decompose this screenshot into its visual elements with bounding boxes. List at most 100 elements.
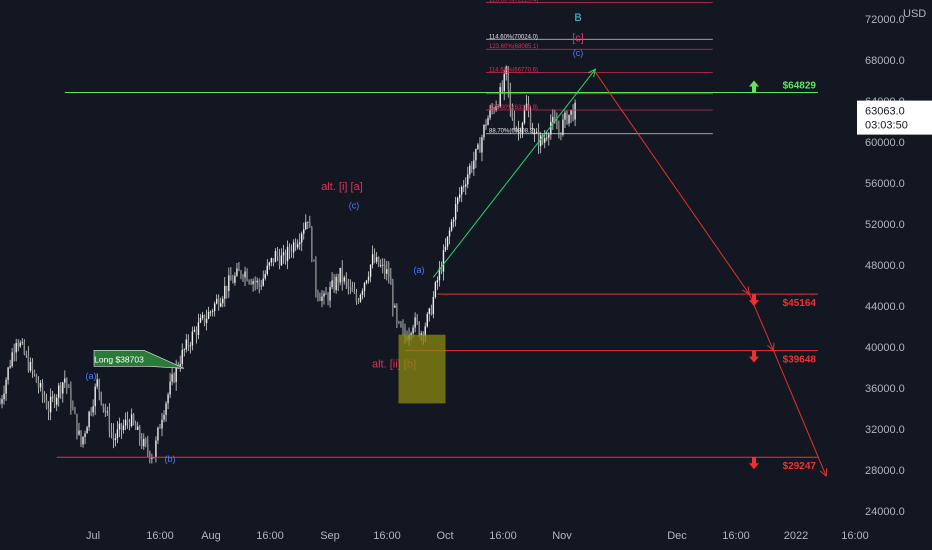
price-candle xyxy=(505,66,507,75)
price-candle xyxy=(189,345,192,347)
wave-label: B xyxy=(574,12,581,24)
price-candle xyxy=(288,246,291,252)
price-candle xyxy=(386,269,388,274)
time-tick-label: 16:00 xyxy=(256,530,284,542)
price-candle xyxy=(410,333,412,336)
price-candle xyxy=(373,254,376,262)
price-candle xyxy=(467,174,469,185)
price-candle xyxy=(333,280,335,291)
price-candle xyxy=(151,457,153,459)
price-candle xyxy=(369,264,372,277)
price-candle xyxy=(503,74,505,92)
time-tick-label: Nov xyxy=(552,530,572,542)
price-candle xyxy=(53,396,56,405)
price-candle xyxy=(197,322,200,335)
level-price-label: $29247 xyxy=(783,461,817,472)
price-candle xyxy=(309,221,311,228)
price-candle xyxy=(377,256,380,266)
last-price-badge[interactable] xyxy=(857,100,932,135)
price-candle xyxy=(454,203,457,220)
fib-level-label: 88.70%(60808.2) xyxy=(489,129,535,135)
price-candle xyxy=(525,103,528,110)
price-candle xyxy=(317,292,319,298)
price-candle xyxy=(232,280,234,283)
price-candle xyxy=(234,275,236,283)
price-candle xyxy=(390,276,392,285)
price-candle xyxy=(497,106,499,108)
price-candle xyxy=(9,366,11,368)
price-candle xyxy=(351,287,354,292)
price-candle xyxy=(60,385,62,394)
price-candle xyxy=(519,131,522,134)
price-candle xyxy=(39,383,42,388)
price-candle xyxy=(380,265,382,267)
price-candle xyxy=(414,317,416,328)
price-candle xyxy=(88,411,90,428)
price-candle xyxy=(45,400,48,409)
price-candle xyxy=(394,305,396,308)
price-candle xyxy=(475,149,477,161)
price-candle xyxy=(203,315,206,324)
price-candle xyxy=(31,361,34,371)
price-candle xyxy=(550,121,552,135)
wave-label: (a) xyxy=(414,265,425,275)
fib-level-label: 123.60%(68085.1) xyxy=(489,44,538,50)
price-candle xyxy=(130,414,133,427)
projection-arrowhead xyxy=(587,68,597,78)
price-candle xyxy=(256,280,258,283)
price-candle xyxy=(86,427,88,434)
price-candle xyxy=(58,385,60,398)
level-price-label: $64829 xyxy=(783,81,817,92)
price-candle xyxy=(432,297,435,315)
time-tick-label: 16:00 xyxy=(841,530,869,542)
time-axis[interactable]: Jul 16:00 Aug 16:00 Sep 16:00 Oct 16:00 Nov Dec 16… xyxy=(86,530,869,542)
price-candle xyxy=(126,419,129,423)
price-candle xyxy=(163,414,165,420)
price-candle xyxy=(544,138,546,143)
price-candle xyxy=(228,275,230,291)
price-candle xyxy=(452,219,455,222)
price-candle xyxy=(209,311,212,313)
price-candle xyxy=(51,396,54,398)
price-tick-label: 28000.0 xyxy=(865,465,905,477)
price-candle xyxy=(307,221,309,223)
price-candle xyxy=(511,108,514,119)
price-candle xyxy=(458,194,461,198)
price-axis[interactable]: 72000.068000.064000.060000.056000.052000… xyxy=(857,8,932,518)
price-tick-label: 40000.0 xyxy=(865,342,905,354)
price-candle xyxy=(529,111,532,130)
price-candle xyxy=(92,406,94,413)
price-candle xyxy=(193,329,196,332)
price-candle xyxy=(230,275,232,281)
price-candle xyxy=(62,382,64,394)
price-candle xyxy=(173,374,175,382)
price-candle xyxy=(446,236,449,247)
price-candle xyxy=(305,222,307,230)
price-candle xyxy=(37,382,40,388)
long-callout-label: Long $38703 xyxy=(94,354,144,364)
price-candle xyxy=(240,270,242,277)
support-zone xyxy=(398,334,446,404)
price-candle xyxy=(64,378,66,383)
price-candle xyxy=(124,419,127,426)
price-candle xyxy=(501,87,503,92)
price-candle xyxy=(254,281,256,283)
price-candle xyxy=(175,365,177,382)
price-candle xyxy=(570,110,572,115)
price-candle xyxy=(260,285,262,287)
price-candle xyxy=(68,386,70,388)
price-candle xyxy=(499,87,501,107)
price-candle xyxy=(542,135,544,143)
price-candle xyxy=(27,354,30,371)
price-candle xyxy=(128,422,131,427)
price-candle xyxy=(424,326,426,336)
price-candle xyxy=(1,399,3,404)
price-candle xyxy=(489,109,491,118)
price-candle xyxy=(292,242,295,253)
price-candle xyxy=(339,267,341,283)
price-candle xyxy=(564,112,566,120)
price-candle xyxy=(473,160,475,170)
price-candle xyxy=(539,135,542,146)
price-candle xyxy=(76,413,78,435)
